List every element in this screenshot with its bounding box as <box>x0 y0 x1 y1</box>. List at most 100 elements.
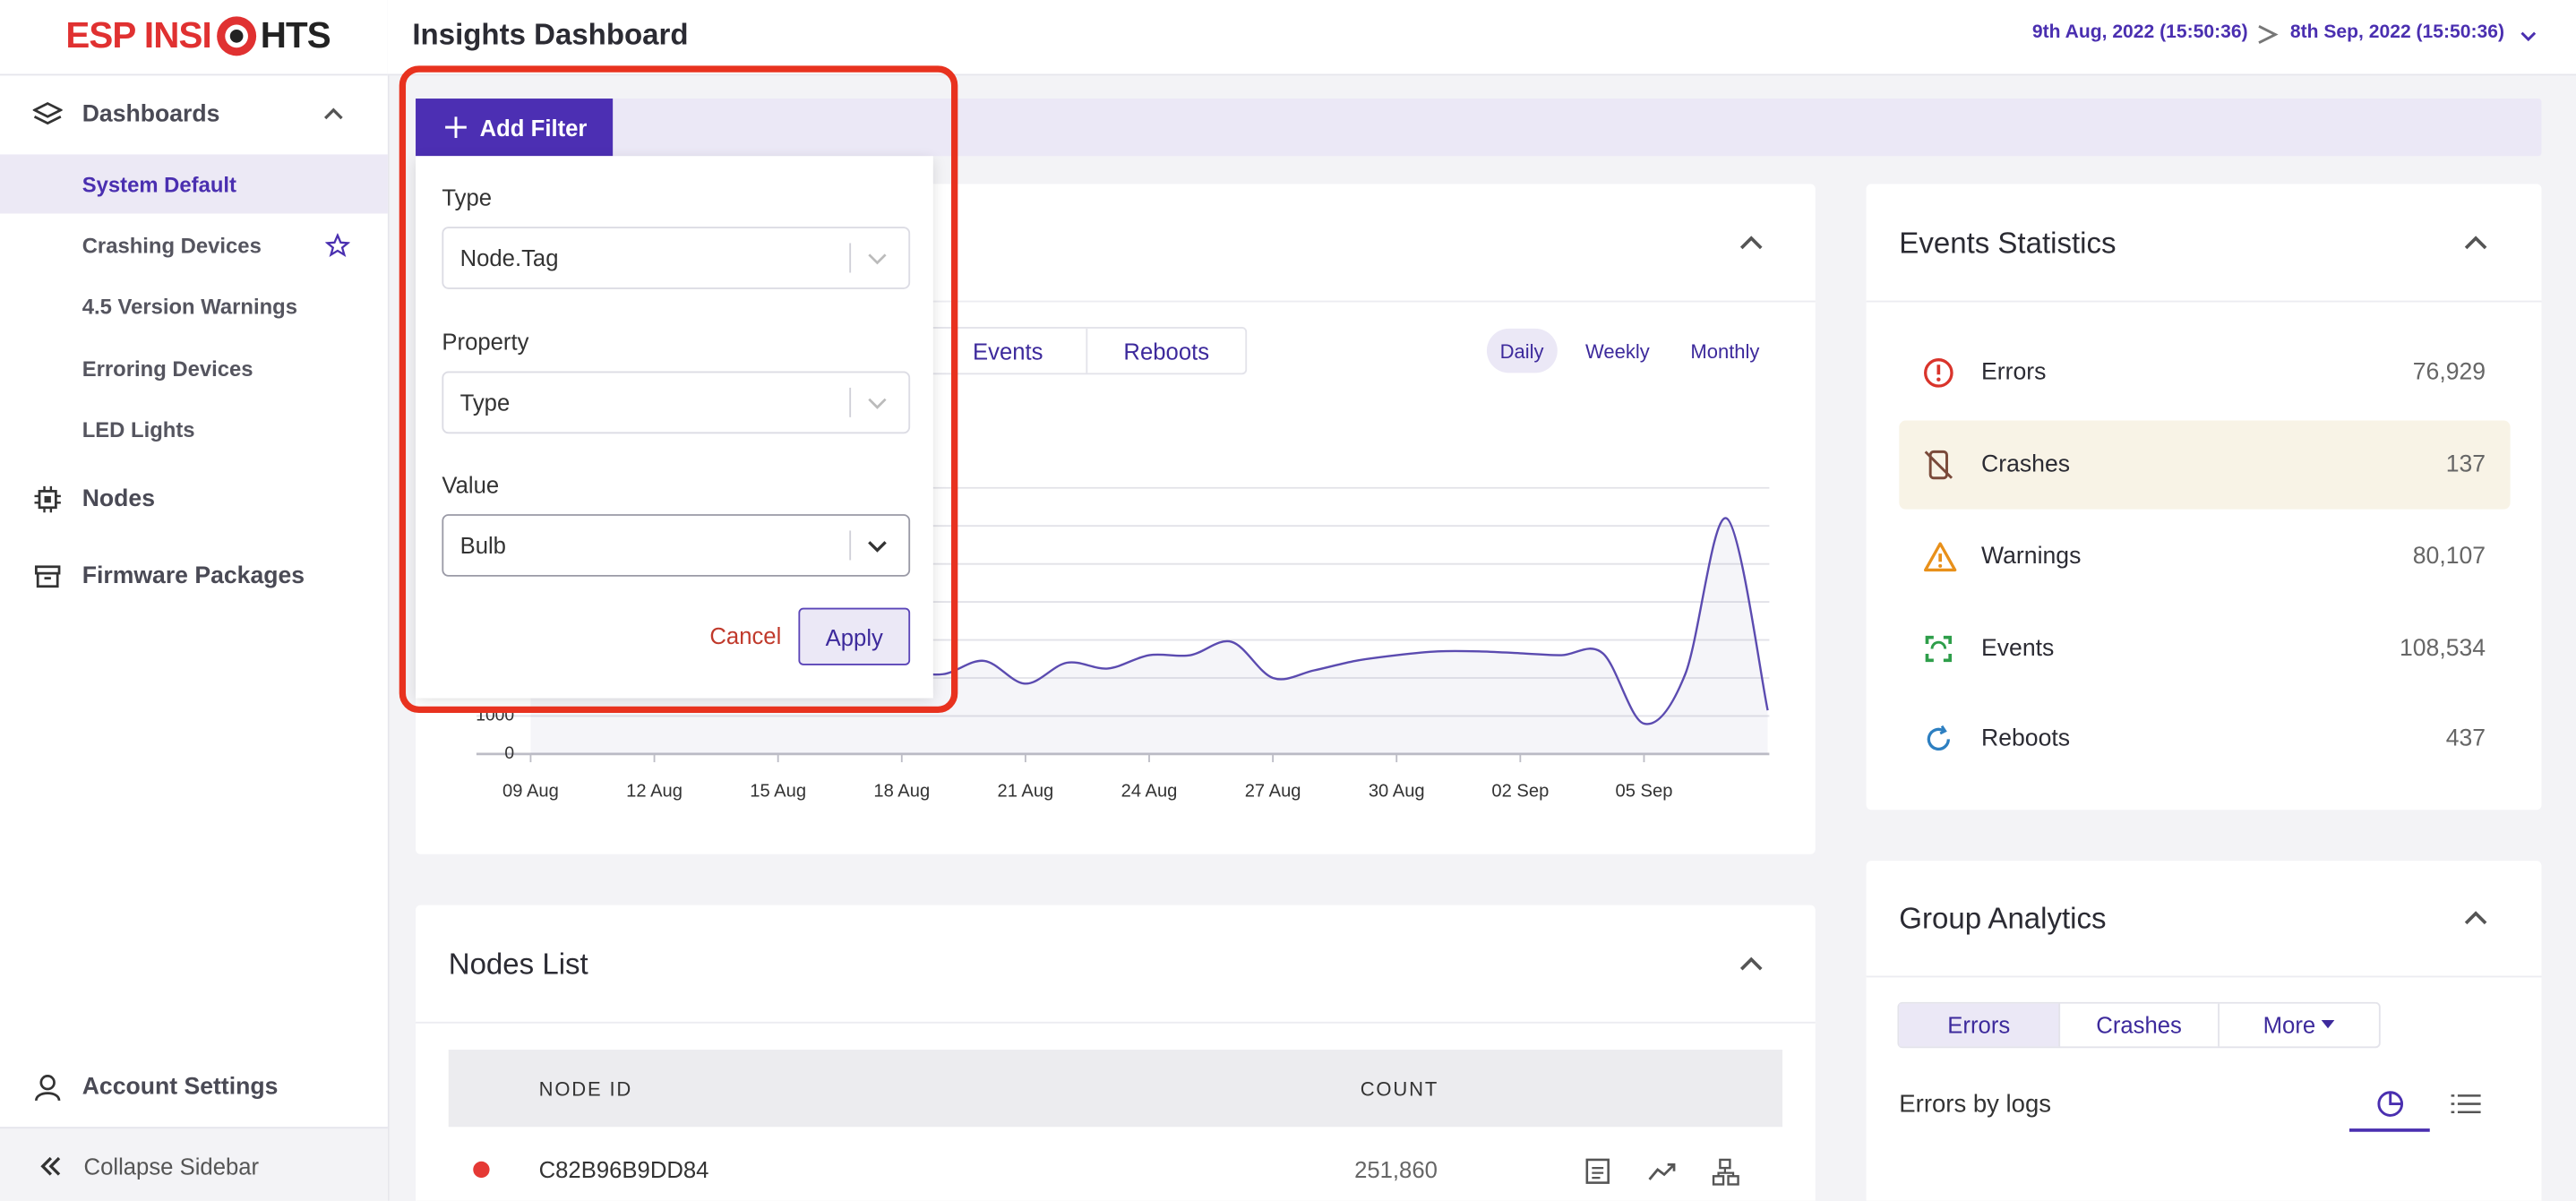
collapse-chevron[interactable] <box>2462 905 2488 931</box>
stat-row[interactable]: Events 108,534 <box>1899 605 2510 693</box>
divider <box>0 73 388 76</box>
nav-nodes[interactable]: Nodes <box>0 480 388 519</box>
icon-chevron-up <box>324 107 343 120</box>
stat-count: 80,107 <box>2412 544 2486 570</box>
row-actions[interactable] <box>1584 1156 1755 1186</box>
select-value: Node.Tag <box>459 244 559 271</box>
icon-chevron-down <box>868 398 887 409</box>
icon-events <box>1925 635 1953 663</box>
tab-label: Events <box>973 337 1043 365</box>
icon-chevron-down <box>868 253 887 265</box>
status-dot <box>473 1161 490 1179</box>
tab-label: Errors <box>1947 1011 2011 1039</box>
collapse-chevron[interactable] <box>2462 230 2488 256</box>
nav-dashboards[interactable]: Dashboards <box>0 95 388 134</box>
select-type[interactable]: Node.Tag <box>442 227 911 289</box>
period-weekly[interactable]: Weekly <box>1584 339 1650 364</box>
icon-double-chevron <box>40 1156 61 1176</box>
highlight-box <box>399 65 958 714</box>
nav-label: Account Settings <box>82 1074 279 1101</box>
select-value: Bulb <box>459 532 506 559</box>
column-header: COUNT <box>1360 1077 1439 1101</box>
icon-chevron-down <box>868 541 887 553</box>
select-value: Type <box>459 389 511 416</box>
select-separator <box>849 387 852 417</box>
card-divider <box>1866 975 2542 978</box>
tab[interactable]: Errors <box>1899 1003 2061 1047</box>
add-filter-button[interactable]: Add Filter <box>416 99 614 157</box>
view-toggle[interactable] <box>2348 1085 2497 1137</box>
icon-chip <box>34 485 61 513</box>
icon-chevron-down[interactable] <box>2519 26 2538 46</box>
nav-account[interactable]: Account Settings <box>0 1068 388 1107</box>
x-tick-label: 30 Aug <box>1369 781 1425 801</box>
stat-row[interactable]: Crashes 137 <box>1899 420 2511 510</box>
select-separator <box>849 243 852 273</box>
stat-count: 437 <box>2445 725 2486 753</box>
card-divider <box>1866 300 2542 303</box>
select-value[interactable]: Bulb <box>442 514 911 577</box>
field-label: Property <box>442 328 529 356</box>
date-to[interactable]: 8th Sep, 2022 (15:50:36) <box>2289 22 2505 43</box>
node-id[interactable]: C82B96B9DD84 <box>538 1156 709 1183</box>
nav-label: System Default <box>82 171 236 197</box>
icon-warning <box>1924 542 1957 572</box>
nav-collapse[interactable]: Collapse Sidebar <box>0 1146 388 1186</box>
x-tick-label: 12 Aug <box>626 781 683 801</box>
x-tick-label: 18 Aug <box>873 781 930 801</box>
nav-led-lights[interactable]: LED Lights <box>0 399 388 459</box>
icon-archive <box>34 565 61 588</box>
tab[interactable]: Events <box>774 328 1088 373</box>
stat-count: 76,929 <box>2412 359 2486 387</box>
icon-star[interactable] <box>325 232 350 258</box>
collapse-bar[interactable] <box>0 1127 388 1201</box>
collapse-chevron[interactable] <box>1739 951 1765 977</box>
nav-label: Dashboards <box>82 101 220 129</box>
stat-row[interactable]: Errors 76,929 <box>1899 329 2510 417</box>
subtitle: Errors by logs <box>1899 1090 2052 1120</box>
field-label: Type <box>442 184 493 210</box>
tab[interactable]: More <box>2220 1004 2379 1047</box>
column-header: NODE ID <box>538 1077 633 1101</box>
stat-count: 137 <box>2445 451 2486 478</box>
x-tick-label: 27 Aug <box>1245 781 1301 801</box>
period-daily[interactable]: Daily <box>1499 339 1544 364</box>
nav-system-default[interactable]: System Default <box>0 154 388 214</box>
cancel-button[interactable]: Cancel <box>709 622 782 649</box>
nav-crashing-devices[interactable]: Crashing Devices <box>0 215 388 274</box>
y-tick-label: 0 <box>504 744 514 763</box>
x-tick-label: 09 Aug <box>502 781 559 801</box>
tab[interactable]: Reboots <box>1087 329 1245 373</box>
apply-button[interactable]: Apply <box>798 607 911 665</box>
x-tick-label: 02 Sep <box>1491 781 1549 801</box>
card-title: Nodes List <box>448 948 588 982</box>
card-title: Group Analytics <box>1899 901 2107 935</box>
nav-label: Firmware Packages <box>82 563 305 590</box>
collapse-chevron[interactable] <box>1739 230 1765 256</box>
nav-label: LED Lights <box>82 416 195 442</box>
tab-label: More <box>2263 1011 2316 1039</box>
date-from[interactable]: 9th Aug, 2022 (15:50:36) <box>2031 22 2248 43</box>
icon-error <box>1924 358 1953 388</box>
select-property[interactable]: Type <box>442 371 911 434</box>
tab[interactable]: Crashes <box>2060 1003 2220 1047</box>
nav-label: Nodes <box>82 485 156 513</box>
period-monthly[interactable]: Monthly <box>1690 339 1760 364</box>
x-tick-label: 15 Aug <box>750 781 806 801</box>
button-label: Add Filter <box>479 114 588 141</box>
select-separator <box>849 530 852 561</box>
stat-row[interactable]: Reboots 437 <box>1899 695 2510 784</box>
logo-left: ESP INSI <box>65 14 211 56</box>
trend-tabs: Events Reboots <box>772 327 1248 375</box>
group-tabs: Errors Crashes More <box>1897 1001 2381 1049</box>
logo[interactable]: ESP INSI HTS <box>65 13 331 59</box>
nav-version-warnings[interactable]: 4.5 Version Warnings <box>0 276 388 335</box>
stat-label: Errors <box>1981 359 2047 387</box>
logo-right: HTS <box>260 14 331 56</box>
nav-erroring-devices[interactable]: Erroring Devices <box>0 339 388 398</box>
nav-firmware[interactable]: Firmware Packages <box>0 557 388 596</box>
icon-crash <box>1924 450 1953 480</box>
stat-row[interactable]: Warnings 80,107 <box>1899 512 2510 601</box>
